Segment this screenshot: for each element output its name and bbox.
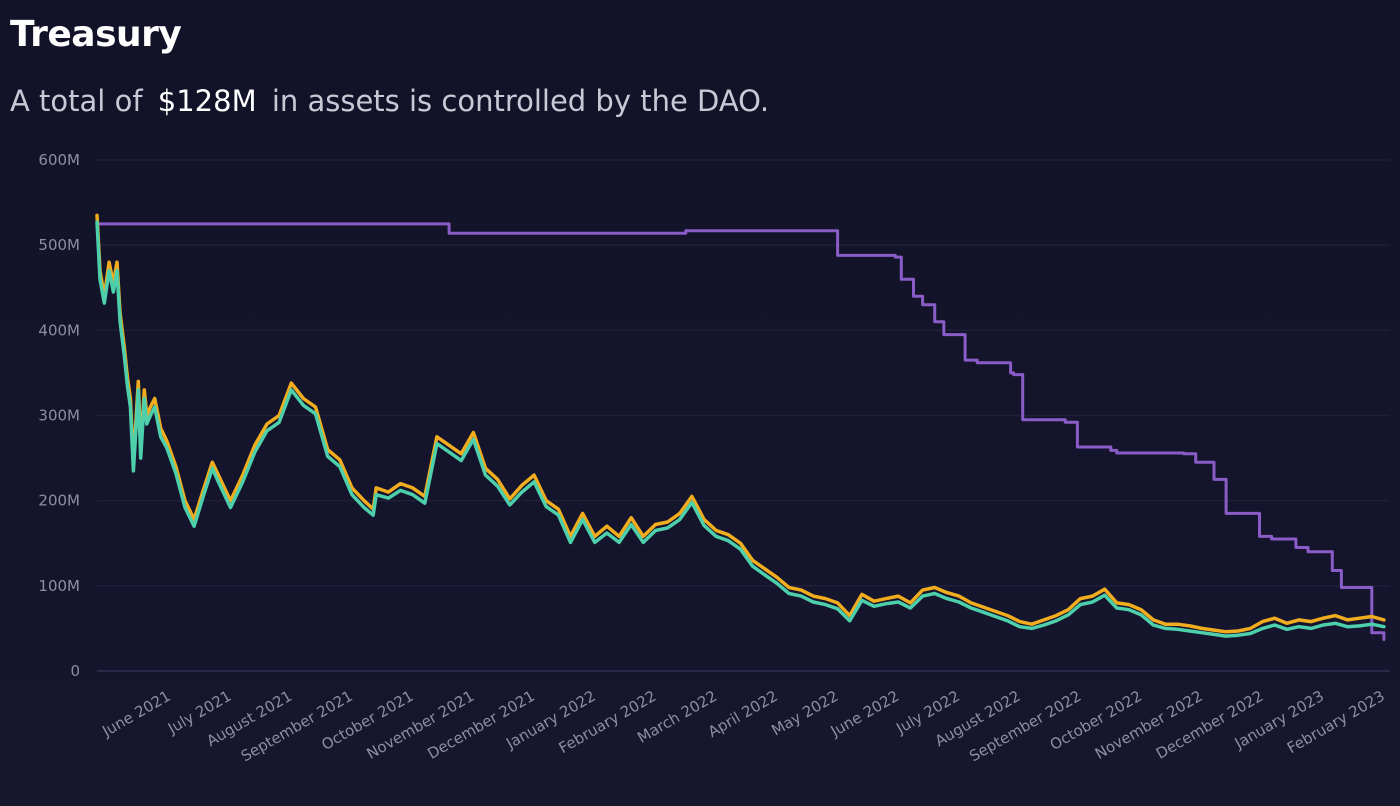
- total-assets-value: $128M: [157, 84, 257, 118]
- series-line-1: [95, 222, 1386, 641]
- series-lines: [95, 213, 1386, 641]
- x-tick-label: November 2021: [363, 687, 477, 763]
- summary-prefix: A total of: [10, 84, 143, 118]
- x-tick-label: April 2022: [705, 687, 781, 741]
- x-tick-label: June 2021: [98, 687, 173, 741]
- x-tick-label: November 2022: [1092, 687, 1206, 763]
- y-tick-label: 500M: [38, 236, 80, 254]
- series-line-3: [95, 220, 1386, 638]
- x-tick-label: December 2022: [1153, 687, 1267, 763]
- y-tick-label: 300M: [38, 407, 80, 425]
- y-tick-label: 600M: [38, 151, 80, 169]
- series-line-2: [95, 213, 1386, 634]
- gridlines: [97, 159, 1390, 587]
- y-tick-label: 200M: [38, 492, 80, 510]
- treasury-summary: A total of $128M in assets is controlled…: [10, 84, 769, 118]
- x-tick-label: December 2021: [424, 687, 538, 763]
- page-title: Treasury: [10, 14, 182, 55]
- y-tick-label: 100M: [38, 577, 80, 595]
- y-axis-ticks: 0 100M 200M 300M 400M 500M 600M: [38, 151, 80, 680]
- y-tick-label: 400M: [38, 321, 80, 339]
- x-tick-label: June 2022: [827, 687, 902, 741]
- summary-suffix: in assets is controlled by the DAO.: [271, 84, 770, 118]
- y-tick-label: 0: [70, 662, 80, 680]
